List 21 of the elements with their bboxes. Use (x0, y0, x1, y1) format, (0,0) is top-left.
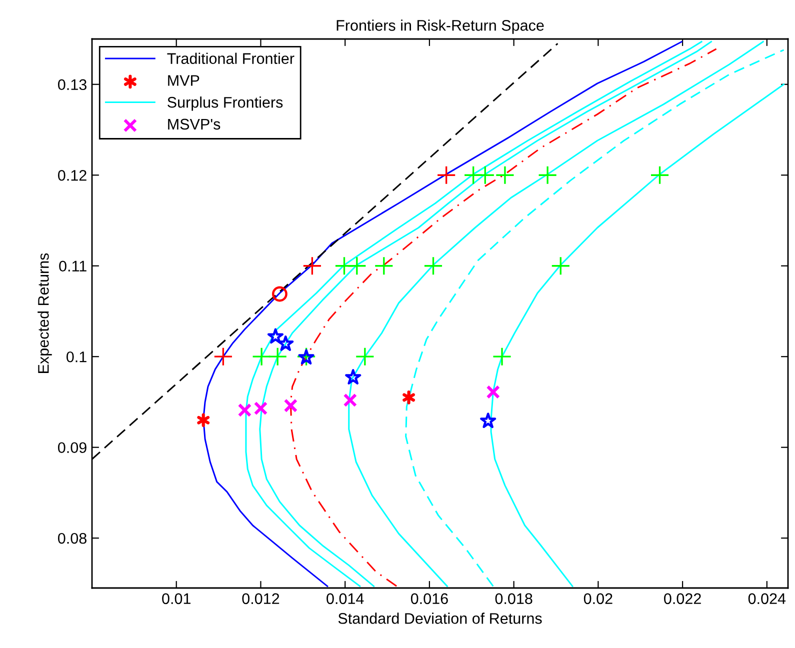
y-axis-title: Expected Returns (38, 253, 52, 373)
x-tick-label: 0.012 (242, 593, 280, 604)
y-tick-label: 0.1 (66, 351, 86, 362)
legend-label: Surplus Frontiers (168, 96, 283, 111)
y-tick-label: 0.11 (59, 260, 86, 272)
x-axis-title: Standard Deviation of Returns (338, 612, 542, 624)
legend-label: Traditional Frontier (167, 52, 294, 64)
legend-label: MVP (168, 75, 200, 86)
x-tick-label: 0.018 (495, 593, 532, 604)
x-tick-label: 0.022 (664, 593, 701, 604)
y-tick-label: 0.12 (58, 170, 86, 181)
y-tick-label: 0.08 (58, 532, 86, 544)
x-tick-label: 0.016 (410, 593, 448, 604)
x-tick-label: 0.014 (326, 593, 364, 604)
x-tick-label: 0.02 (584, 593, 612, 604)
legend-label: MSVP's (168, 118, 220, 130)
y-tick-label: 0.13 (58, 79, 86, 90)
x-tick-label: 0.024 (748, 593, 786, 604)
y-tick-label: 0.09 (58, 442, 86, 454)
x-tick-label: 0.01 (162, 593, 190, 604)
chart-title: Frontiers in Risk-Return Space (336, 20, 544, 34)
